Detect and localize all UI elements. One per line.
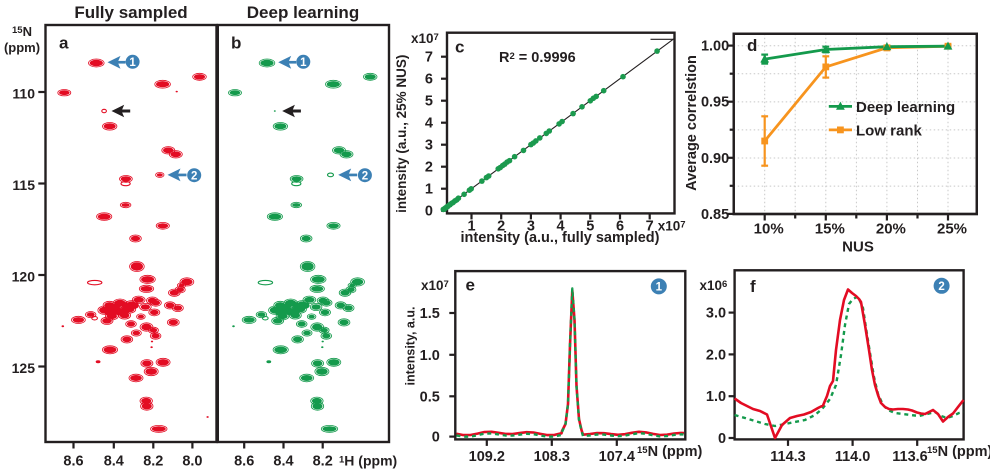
svg-text:8.0: 8.0 [182, 454, 202, 470]
svg-text:114.3: 114.3 [770, 449, 806, 465]
svg-text:x107: x107 [411, 31, 439, 46]
svg-text:20%: 20% [876, 221, 906, 238]
svg-text:x106: x106 [700, 278, 728, 293]
svg-text:(ppm): (ppm) [4, 40, 40, 55]
svg-text:Fully sampled: Fully sampled [74, 3, 187, 22]
svg-text:0: 0 [425, 204, 433, 220]
svg-text:8.4: 8.4 [273, 454, 293, 470]
svg-text:107.4: 107.4 [599, 449, 635, 465]
svg-text:2: 2 [497, 219, 505, 235]
svg-text:15N: 15N [12, 24, 32, 39]
svg-text:0.85: 0.85 [701, 207, 729, 223]
svg-text:intensity, a.u.: intensity, a.u. [404, 307, 418, 386]
svg-text:110: 110 [12, 86, 35, 102]
svg-text:1: 1 [425, 182, 433, 198]
svg-text:NUS: NUS [842, 239, 874, 256]
svg-text:1.5: 1.5 [420, 306, 440, 322]
svg-text:1.00: 1.00 [701, 39, 729, 55]
svg-text:2: 2 [425, 160, 433, 176]
svg-text:e: e [466, 276, 475, 295]
svg-text:1: 1 [467, 219, 475, 235]
svg-text:108.3: 108.3 [534, 449, 570, 465]
svg-text:f: f [750, 277, 756, 296]
svg-text:15N (ppm): 15N (ppm) [637, 444, 703, 460]
svg-text:intensity (a.u., fully sampled: intensity (a.u., fully sampled) [460, 230, 659, 246]
svg-text:8.6: 8.6 [234, 454, 254, 470]
svg-text:3.0: 3.0 [706, 306, 726, 322]
svg-text:6: 6 [425, 72, 433, 88]
svg-text:2: 2 [938, 281, 944, 293]
svg-text:R2 = 0.9996: R2 = 0.9996 [499, 50, 576, 66]
svg-text:4: 4 [425, 116, 433, 132]
svg-text:4: 4 [557, 219, 565, 235]
svg-text:0.95: 0.95 [701, 95, 729, 111]
svg-text:x107: x107 [421, 278, 449, 293]
svg-text:0.5: 0.5 [420, 389, 440, 405]
svg-text:1H (ppm): 1H (ppm) [339, 453, 397, 469]
svg-text:25%: 25% [937, 221, 967, 238]
svg-text:intensity (a.u., 25% NUS): intensity (a.u., 25% NUS) [394, 55, 409, 213]
svg-text:2: 2 [362, 170, 368, 182]
svg-text:1: 1 [656, 282, 663, 294]
svg-text:1.0: 1.0 [706, 389, 726, 405]
svg-text:5: 5 [586, 219, 594, 235]
svg-text:8.4: 8.4 [104, 454, 124, 470]
svg-text:2: 2 [191, 170, 197, 182]
svg-text:x107: x107 [658, 219, 686, 234]
svg-text:8.2: 8.2 [313, 454, 333, 470]
svg-text:8.6: 8.6 [63, 454, 83, 470]
svg-text:Average correlstion: Average correlstion [684, 55, 700, 191]
svg-text:114.0: 114.0 [835, 449, 871, 465]
svg-text:7: 7 [646, 219, 654, 235]
svg-text:1.0: 1.0 [420, 348, 440, 364]
svg-text:8.2: 8.2 [143, 454, 163, 470]
svg-text:Deep learning: Deep learning [856, 99, 955, 116]
svg-text:120: 120 [12, 269, 36, 285]
svg-text:109.2: 109.2 [469, 449, 505, 465]
svg-text:1: 1 [300, 57, 307, 69]
svg-text:125: 125 [12, 360, 36, 376]
svg-text:15%: 15% [815, 221, 845, 238]
svg-text:7: 7 [425, 50, 433, 66]
svg-text:b: b [231, 34, 241, 53]
svg-text:0: 0 [718, 431, 726, 447]
svg-text:115: 115 [12, 177, 35, 193]
svg-text:c: c [455, 38, 464, 57]
svg-text:3: 3 [425, 138, 433, 154]
svg-text:3: 3 [527, 219, 535, 235]
svg-text:0: 0 [432, 430, 440, 446]
svg-text:6: 6 [616, 219, 624, 235]
svg-text:15N (ppm): 15N (ppm) [927, 444, 990, 460]
svg-text:2.0: 2.0 [706, 347, 726, 363]
svg-text:113.6: 113.6 [892, 449, 928, 465]
svg-text:10%: 10% [754, 221, 784, 238]
svg-text:5: 5 [425, 94, 433, 110]
svg-text:d: d [747, 36, 757, 55]
svg-text:0.90: 0.90 [701, 151, 729, 167]
svg-text:1: 1 [129, 57, 136, 69]
svg-text:Deep learning: Deep learning [247, 3, 359, 22]
svg-text:a: a [59, 34, 69, 53]
svg-text:Low rank: Low rank [856, 122, 923, 139]
